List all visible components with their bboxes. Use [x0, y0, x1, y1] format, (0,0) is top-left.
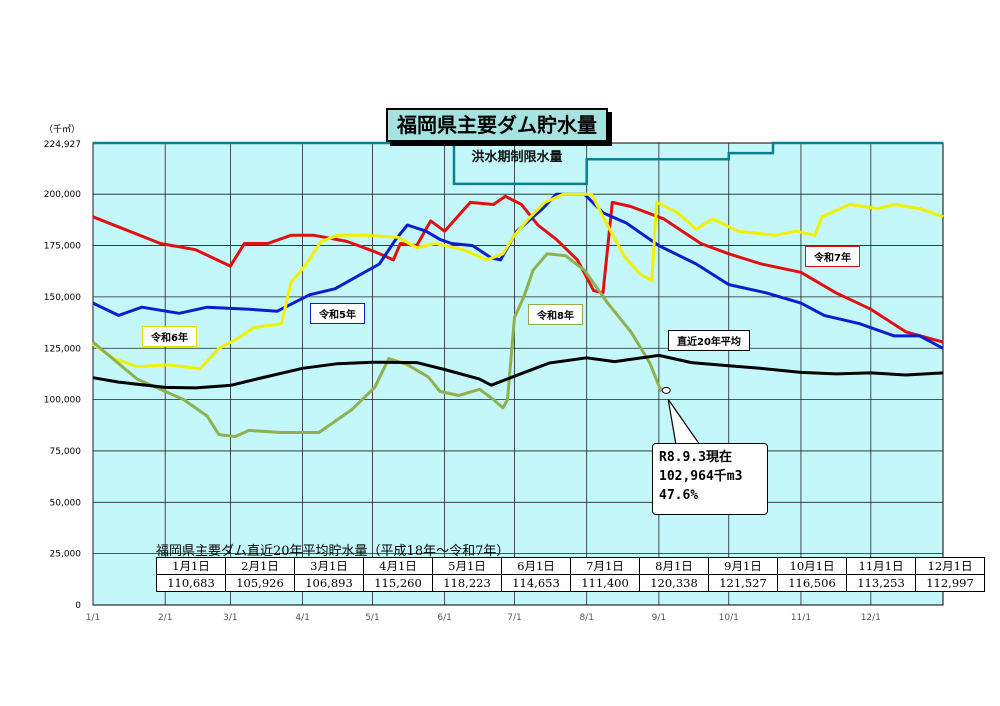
series-avg-line: [92, 353, 944, 390]
avg-month-cell: 11月1日: [846, 557, 916, 575]
y-tick-label: 175,000: [44, 242, 81, 252]
avg-month-cell: 7月1日: [570, 557, 640, 575]
flood-limit-line: [93, 141, 943, 186]
y-axis: 0 25,000 50,000 75,000 100,000 125,000 150,000…: [44, 140, 81, 611]
x-tick-label: 11/1: [791, 613, 811, 623]
series-r6-line: [92, 192, 944, 371]
avg-table-values-row: 110,683 105,926 106,893 115,260 118,223 114,6…: [156, 574, 985, 592]
avg-value-cell: 120,338: [639, 574, 709, 592]
y-tick-label: 100,000: [44, 396, 81, 406]
avg-value-cell: 106,893: [294, 574, 364, 592]
y-tick-label: 125,000: [44, 344, 81, 354]
y-tick-label: 150,000: [44, 293, 81, 303]
x-tick-label: 8/1: [579, 613, 593, 623]
series-r8-line: [92, 252, 663, 439]
grid-lines: [92, 143, 943, 605]
callout-percent: 47.6%: [659, 488, 699, 503]
y-max-label: 224,927: [44, 140, 81, 150]
legend-r5: 令和5年: [310, 303, 365, 324]
x-tick-label: 3/1: [223, 613, 237, 623]
avg-month-cell: 4月1日: [363, 557, 433, 575]
latest-point-marker: [661, 386, 671, 394]
avg-month-cell: 2月1日: [225, 557, 295, 575]
avg-value-cell: 105,926: [225, 574, 295, 592]
legend-r6: 令和6年: [142, 326, 197, 347]
legend-r7: 令和7年: [805, 246, 860, 267]
avg-month-cell: 8月1日: [639, 557, 709, 575]
avg-month-cell: 9月1日: [708, 557, 778, 575]
y-unit-label: （千㎥）: [44, 125, 81, 135]
x-tick-label: 10/1: [719, 613, 739, 623]
x-tick-label: 2/1: [158, 613, 172, 623]
avg-month-cell: 6月1日: [501, 557, 571, 575]
avg-month-cell: 1月1日: [156, 557, 226, 575]
x-tick-label: 7/1: [507, 613, 521, 623]
x-tick-label: 1/1: [86, 613, 100, 623]
x-tick-label: 6/1: [437, 613, 451, 623]
avg-value-cell: 113,253: [846, 574, 916, 592]
series-lines: [92, 192, 944, 439]
x-tick-label: 9/1: [652, 613, 666, 623]
avg-table: 1月1日 2月1日 3月1日 4月1日 5月1日 6月1日 7月1日 8月1日 9月1日 10月1…: [156, 557, 985, 592]
avg-value-cell: 116,506: [777, 574, 847, 592]
legend-avg: 直近20年平均: [668, 330, 750, 351]
avg-value-cell: 115,260: [363, 574, 433, 592]
flood-limit-label: 洪水期制限水量: [471, 150, 563, 165]
x-tick-label: 12/1: [861, 613, 881, 623]
avg-table-months-row: 1月1日 2月1日 3月1日 4月1日 5月1日 6月1日 7月1日 8月1日 9月1日 10月1…: [156, 557, 985, 575]
y-tick-label: 200,000: [44, 190, 81, 200]
avg-month-cell: 5月1日: [432, 557, 502, 575]
current-status-callout: R8.9.3現在 102,964千m3 47.6%: [652, 443, 768, 515]
y-tick-label: 50,000: [50, 498, 82, 508]
series-r7-line: [92, 194, 944, 344]
avg-value-cell: 118,223: [432, 574, 502, 592]
avg-value-cell: 111,400: [570, 574, 640, 592]
avg-value-cell: 121,527: [708, 574, 778, 592]
x-tick-label: 5/1: [365, 613, 379, 623]
avg-month-cell: 3月1日: [294, 557, 364, 575]
callout-date: R8.9.3現在: [659, 450, 732, 465]
x-tick-label: 4/1: [295, 613, 309, 623]
avg-month-cell: 12月1日: [915, 557, 985, 575]
avg-month-cell: 10月1日: [777, 557, 847, 575]
avg-value-cell: 114,653: [501, 574, 571, 592]
chart-title: 福岡県主要ダム貯水量: [386, 108, 608, 142]
callout-volume: 102,964千m3: [659, 469, 743, 484]
y-tick-label: 75,000: [50, 447, 82, 457]
y-tick-label: 0: [75, 601, 81, 611]
x-axis: 1/1 2/1 3/1 4/1 5/1 6/1 7/1 8/1 9/1 10/1 11/1 12/1: [86, 613, 881, 623]
avg-value-cell: 110,683: [156, 574, 226, 592]
y-tick-label: 25,000: [50, 550, 82, 560]
legend-r8: 令和8年: [528, 304, 583, 325]
avg-table-title: 福岡県主要ダム直近20年平均貯水量（平成18年～令和7年）: [156, 544, 510, 559]
avg-value-cell: 112,997: [915, 574, 985, 592]
flood-limit-path: [93, 141, 943, 186]
